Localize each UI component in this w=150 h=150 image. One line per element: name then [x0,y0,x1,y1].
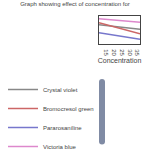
svg-text:Concentration: Concentration [98,57,142,64]
svg-text:Victoria blue: Victoria blue [43,144,77,150]
svg-text:15: 15 [103,49,109,56]
svg-text:35: 35 [134,49,140,56]
svg-text:20: 20 [111,49,117,56]
svg-text:30: 30 [127,49,133,56]
svg-text:Crystal violet: Crystal violet [43,87,78,93]
svg-text:25: 25 [119,49,125,56]
svg-text:Pararosaníline: Pararosaníline [43,125,82,131]
svg-text:Graph showing effect of concen: Graph showing effect of concentration fo… [20,1,130,7]
svg-text:Bromocresol green: Bromocresol green [43,106,94,112]
